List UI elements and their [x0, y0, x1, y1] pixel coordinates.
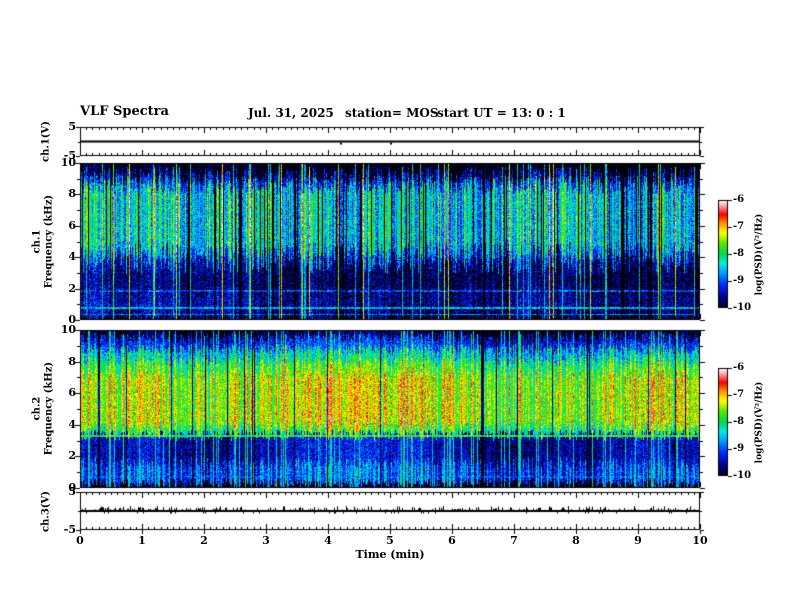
frequency-tick-label: 6: [68, 218, 76, 232]
voltage-tick-label: -5: [63, 149, 76, 162]
frequency-tick-label: 8: [68, 187, 76, 201]
x-tick-label: 10: [692, 534, 708, 547]
ch2-frequency-axis-label: Frequency (kHz): [43, 361, 55, 456]
figure-title: VLF Spectra: [80, 104, 169, 119]
colorbar-tick-label: -10: [733, 302, 752, 313]
frequency-tick-label: 6: [68, 386, 76, 400]
x-tick-label: 4: [324, 534, 332, 547]
x-tick-label: 8: [572, 534, 580, 547]
header-station: station= MOS: [345, 106, 439, 120]
x-tick-label: 0: [76, 534, 84, 547]
voltage-tick-label: 5: [68, 120, 76, 133]
frequency-tick-label: 0: [68, 313, 76, 326]
colorbar-tick-label: -6: [733, 194, 745, 205]
header-date: Jul. 31, 2025: [248, 106, 334, 120]
colorbar-tick-label: -7: [733, 221, 745, 232]
ch1-frequency-axis-label: Frequency (kHz): [43, 194, 55, 289]
x-tick-label: 5: [386, 534, 394, 547]
x-tick-label: 1: [138, 534, 146, 547]
x-tick-label: 7: [510, 534, 518, 547]
x-tick-label: 6: [448, 534, 456, 547]
colorbar-tick-label: -10: [733, 470, 752, 481]
x-tick-label: 3: [262, 534, 270, 547]
frequency-tick-label: 4: [68, 417, 76, 431]
x-tick-label: 9: [634, 534, 642, 547]
colorbar-tick-label: -8: [733, 416, 745, 427]
x-tick-label: 2: [200, 534, 208, 547]
frequency-tick-label: 4: [68, 250, 76, 264]
frequency-tick-label: 10: [60, 323, 76, 336]
voltage-tick-label: -5: [63, 523, 76, 536]
frequency-tick-label: 10: [60, 156, 76, 169]
voltage-tick-label: 5: [68, 485, 76, 498]
frequency-tick-label: 8: [68, 354, 76, 368]
header-start-ut: start UT = 13: 0 : 1: [437, 106, 566, 120]
frequency-tick-label: 2: [68, 449, 76, 463]
time-axis-label: Time (min): [355, 548, 425, 561]
colorbar-tick-label: -8: [733, 248, 745, 259]
colorbar-tick-label: -9: [733, 275, 745, 286]
colorbar-tick-label: -7: [733, 389, 745, 400]
colorbar-tick-label: -9: [733, 443, 745, 454]
frequency-tick-label: 0: [68, 481, 76, 494]
frequency-tick-label: 2: [68, 281, 76, 295]
colorbar-tick-label: -6: [733, 362, 745, 373]
